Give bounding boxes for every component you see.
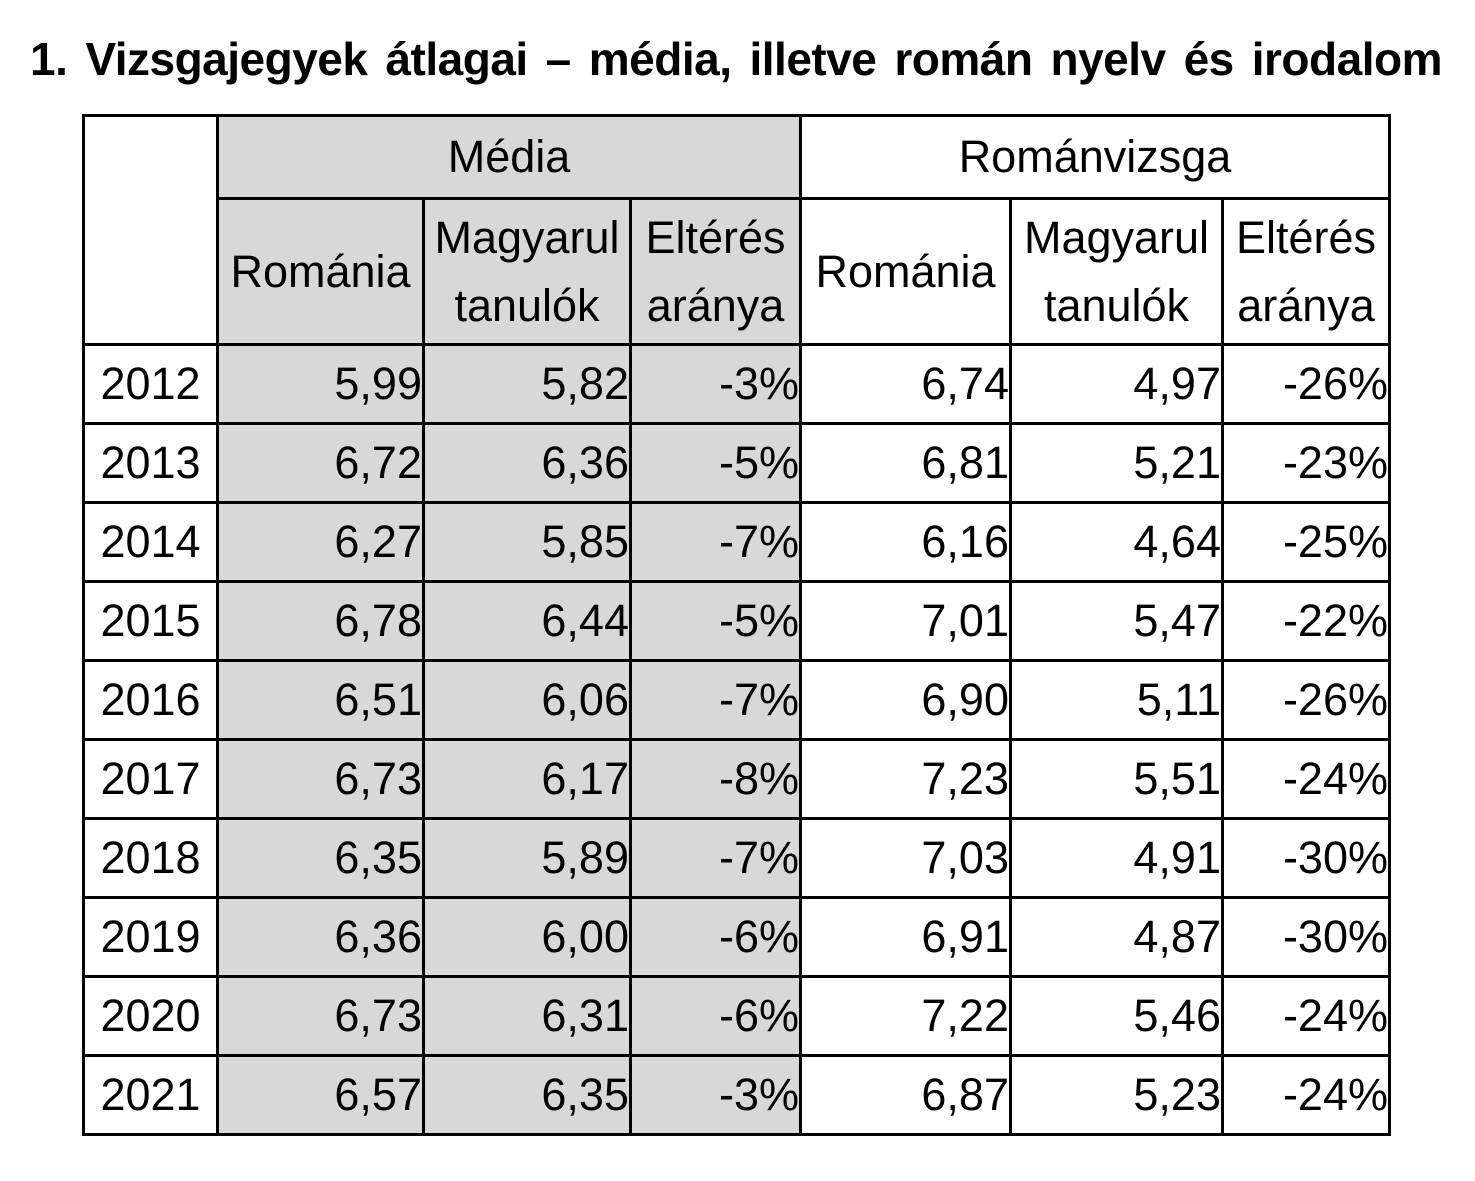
romanvizsga-value-cell: -26% — [1221, 343, 1391, 425]
romanvizsga-value-cell: 4,64 — [1009, 501, 1224, 583]
grades-table: Média Románvizsga Románia Magyarul tanul… — [82, 114, 1391, 1136]
romanvizsga-value-cell: 6,81 — [799, 422, 1012, 504]
year-cell: 2016 — [82, 659, 219, 741]
romanvizsga-value-cell: -24% — [1221, 738, 1391, 820]
media-value-cell: -7% — [629, 659, 802, 741]
media-value-cell: -5% — [629, 580, 802, 662]
romanvizsga-value-cell: 5,23 — [1009, 1054, 1224, 1136]
table-body: 2012 5,99 5,82 -3% 6,74 4,97 -26% 2013 6,72 6,36-… — [82, 343, 1391, 1136]
romanvizsga-value-cell: 4,91 — [1009, 817, 1224, 899]
year-cell: 2018 — [82, 817, 219, 899]
romanvizsga-value-cell: 5,46 — [1009, 975, 1224, 1057]
romanvizsga-value-cell: 7,01 — [799, 580, 1012, 662]
romanvizsga-value-cell: 5,21 — [1009, 422, 1224, 504]
romanvizsga-value-cell: -25% — [1221, 501, 1391, 583]
media-value-cell: 6,00 — [422, 896, 632, 978]
media-value-cell: 6,72 — [216, 422, 425, 504]
table-row: 2018 6,35 5,89 -7% 7,03 4,91 -30% — [82, 817, 1391, 899]
media-value-cell: 5,89 — [422, 817, 632, 899]
media-value-cell: 6,78 — [216, 580, 425, 662]
year-cell: 2021 — [82, 1054, 219, 1136]
media-value-cell: -6% — [629, 975, 802, 1057]
romanvizsga-value-cell: 6,74 — [799, 343, 1012, 425]
table-header: Média Románvizsga Románia Magyarul tanul… — [82, 114, 1391, 346]
media-value-cell: -6% — [629, 896, 802, 978]
table-row: 2012 5,99 5,82 -3% 6,74 4,97 -26% — [82, 343, 1391, 425]
media-value-cell: 6,06 — [422, 659, 632, 741]
media-value-cell: 6,31 — [422, 975, 632, 1057]
media-value-cell: -8% — [629, 738, 802, 820]
romanvizsga-value-cell: -30% — [1221, 817, 1391, 899]
group-header-media: Média — [216, 114, 802, 200]
year-cell: 2019 — [82, 896, 219, 978]
year-cell: 2017 — [82, 738, 219, 820]
subheader-romanvizsga-romania: Románia — [799, 197, 1012, 346]
romanvizsga-value-cell: 6,90 — [799, 659, 1012, 741]
romanvizsga-value-cell: 6,16 — [799, 501, 1012, 583]
media-value-cell: -7% — [629, 501, 802, 583]
romanvizsga-value-cell: 7,23 — [799, 738, 1012, 820]
romanvizsga-value-cell: -22% — [1221, 580, 1391, 662]
media-value-cell: 6,44 — [422, 580, 632, 662]
media-value-cell: 5,99 — [216, 343, 425, 425]
romanvizsga-value-cell: 6,87 — [799, 1054, 1012, 1136]
table-row: 2019 6,36 6,00 -6% 6,91 4,87 -30% — [82, 896, 1391, 978]
year-cell: 2020 — [82, 975, 219, 1057]
media-value-cell: 6,27 — [216, 501, 425, 583]
romanvizsga-value-cell: -24% — [1221, 975, 1391, 1057]
media-value-cell: 6,35 — [216, 817, 425, 899]
table-title: 1. Vizsgajegyek átlagai – média, illetve… — [30, 33, 1443, 85]
media-value-cell: 6,35 — [422, 1054, 632, 1136]
romanvizsga-value-cell: 7,03 — [799, 817, 1012, 899]
group-header-romanvizsga: Románvizsga — [799, 114, 1391, 200]
media-value-cell: 6,73 — [216, 738, 425, 820]
table-row: 2016 6,51 6,06 -7% 6,90 5,11 -26% — [82, 659, 1391, 741]
subheader-romanvizsga-elteres-aranya: Eltérés aránya — [1221, 197, 1391, 346]
romanvizsga-value-cell: -26% — [1221, 659, 1391, 741]
table-row: 2015 6,78 6,44 -5% 7,01 5,47 -22% — [82, 580, 1391, 662]
romanvizsga-value-cell: -23% — [1221, 422, 1391, 504]
media-value-cell: 6,17 — [422, 738, 632, 820]
subheader-media-romania: Románia — [216, 197, 425, 346]
year-cell: 2015 — [82, 580, 219, 662]
table-row: 2021 6,57 6,35 -3% 6,87 5,23 -24% — [82, 1054, 1391, 1136]
romanvizsga-value-cell: 5,11 — [1009, 659, 1224, 741]
subheader-media-elteres-aranya: Eltérés aránya — [629, 197, 802, 346]
year-cell: 2014 — [82, 501, 219, 583]
romanvizsga-value-cell: 5,51 — [1009, 738, 1224, 820]
media-value-cell: 6,73 — [216, 975, 425, 1057]
subheader-romanvizsga-magyarul-tanulok: Magyarul tanulók — [1009, 197, 1224, 346]
table-row: 2020 6,73 6,31 -6% 7,22 5,46 -24% — [82, 975, 1391, 1057]
romanvizsga-value-cell: 7,22 — [799, 975, 1012, 1057]
media-value-cell: -5% — [629, 422, 802, 504]
media-value-cell: -3% — [629, 1054, 802, 1136]
media-value-cell: 6,57 — [216, 1054, 425, 1136]
romanvizsga-value-cell: 5,47 — [1009, 580, 1224, 662]
table-row: 2017 6,73 6,17 -8% 7,23 5,51 -24% — [82, 738, 1391, 820]
romanvizsga-value-cell: 6,91 — [799, 896, 1012, 978]
year-cell: 2012 — [82, 343, 219, 425]
romanvizsga-value-cell: -24% — [1221, 1054, 1391, 1136]
romanvizsga-value-cell: -30% — [1221, 896, 1391, 978]
corner-cell — [82, 114, 219, 346]
romanvizsga-value-cell: 4,97 — [1009, 343, 1224, 425]
table-row: 2013 6,72 6,36 -5% 6,81 5,21 -23% — [82, 422, 1391, 504]
media-value-cell: -3% — [629, 343, 802, 425]
romanvizsga-value-cell: 4,87 — [1009, 896, 1224, 978]
sub-header-row: Románia Magyarul tanulók Eltérés aránya … — [84, 197, 1391, 346]
media-value-cell: -7% — [629, 817, 802, 899]
year-cell: 2013 — [82, 422, 219, 504]
media-value-cell: 5,82 — [422, 343, 632, 425]
media-value-cell: 6,36 — [216, 896, 425, 978]
subheader-media-magyarul-tanulok: Magyarul tanulók — [422, 197, 632, 346]
table-row: 2014 6,27 5,85 -7% 6,16 4,64 -25% — [82, 501, 1391, 583]
media-value-cell: 6,36 — [422, 422, 632, 504]
media-value-cell: 5,85 — [422, 501, 632, 583]
group-header-row: Média Románvizsga — [82, 114, 1391, 346]
media-value-cell: 6,51 — [216, 659, 425, 741]
